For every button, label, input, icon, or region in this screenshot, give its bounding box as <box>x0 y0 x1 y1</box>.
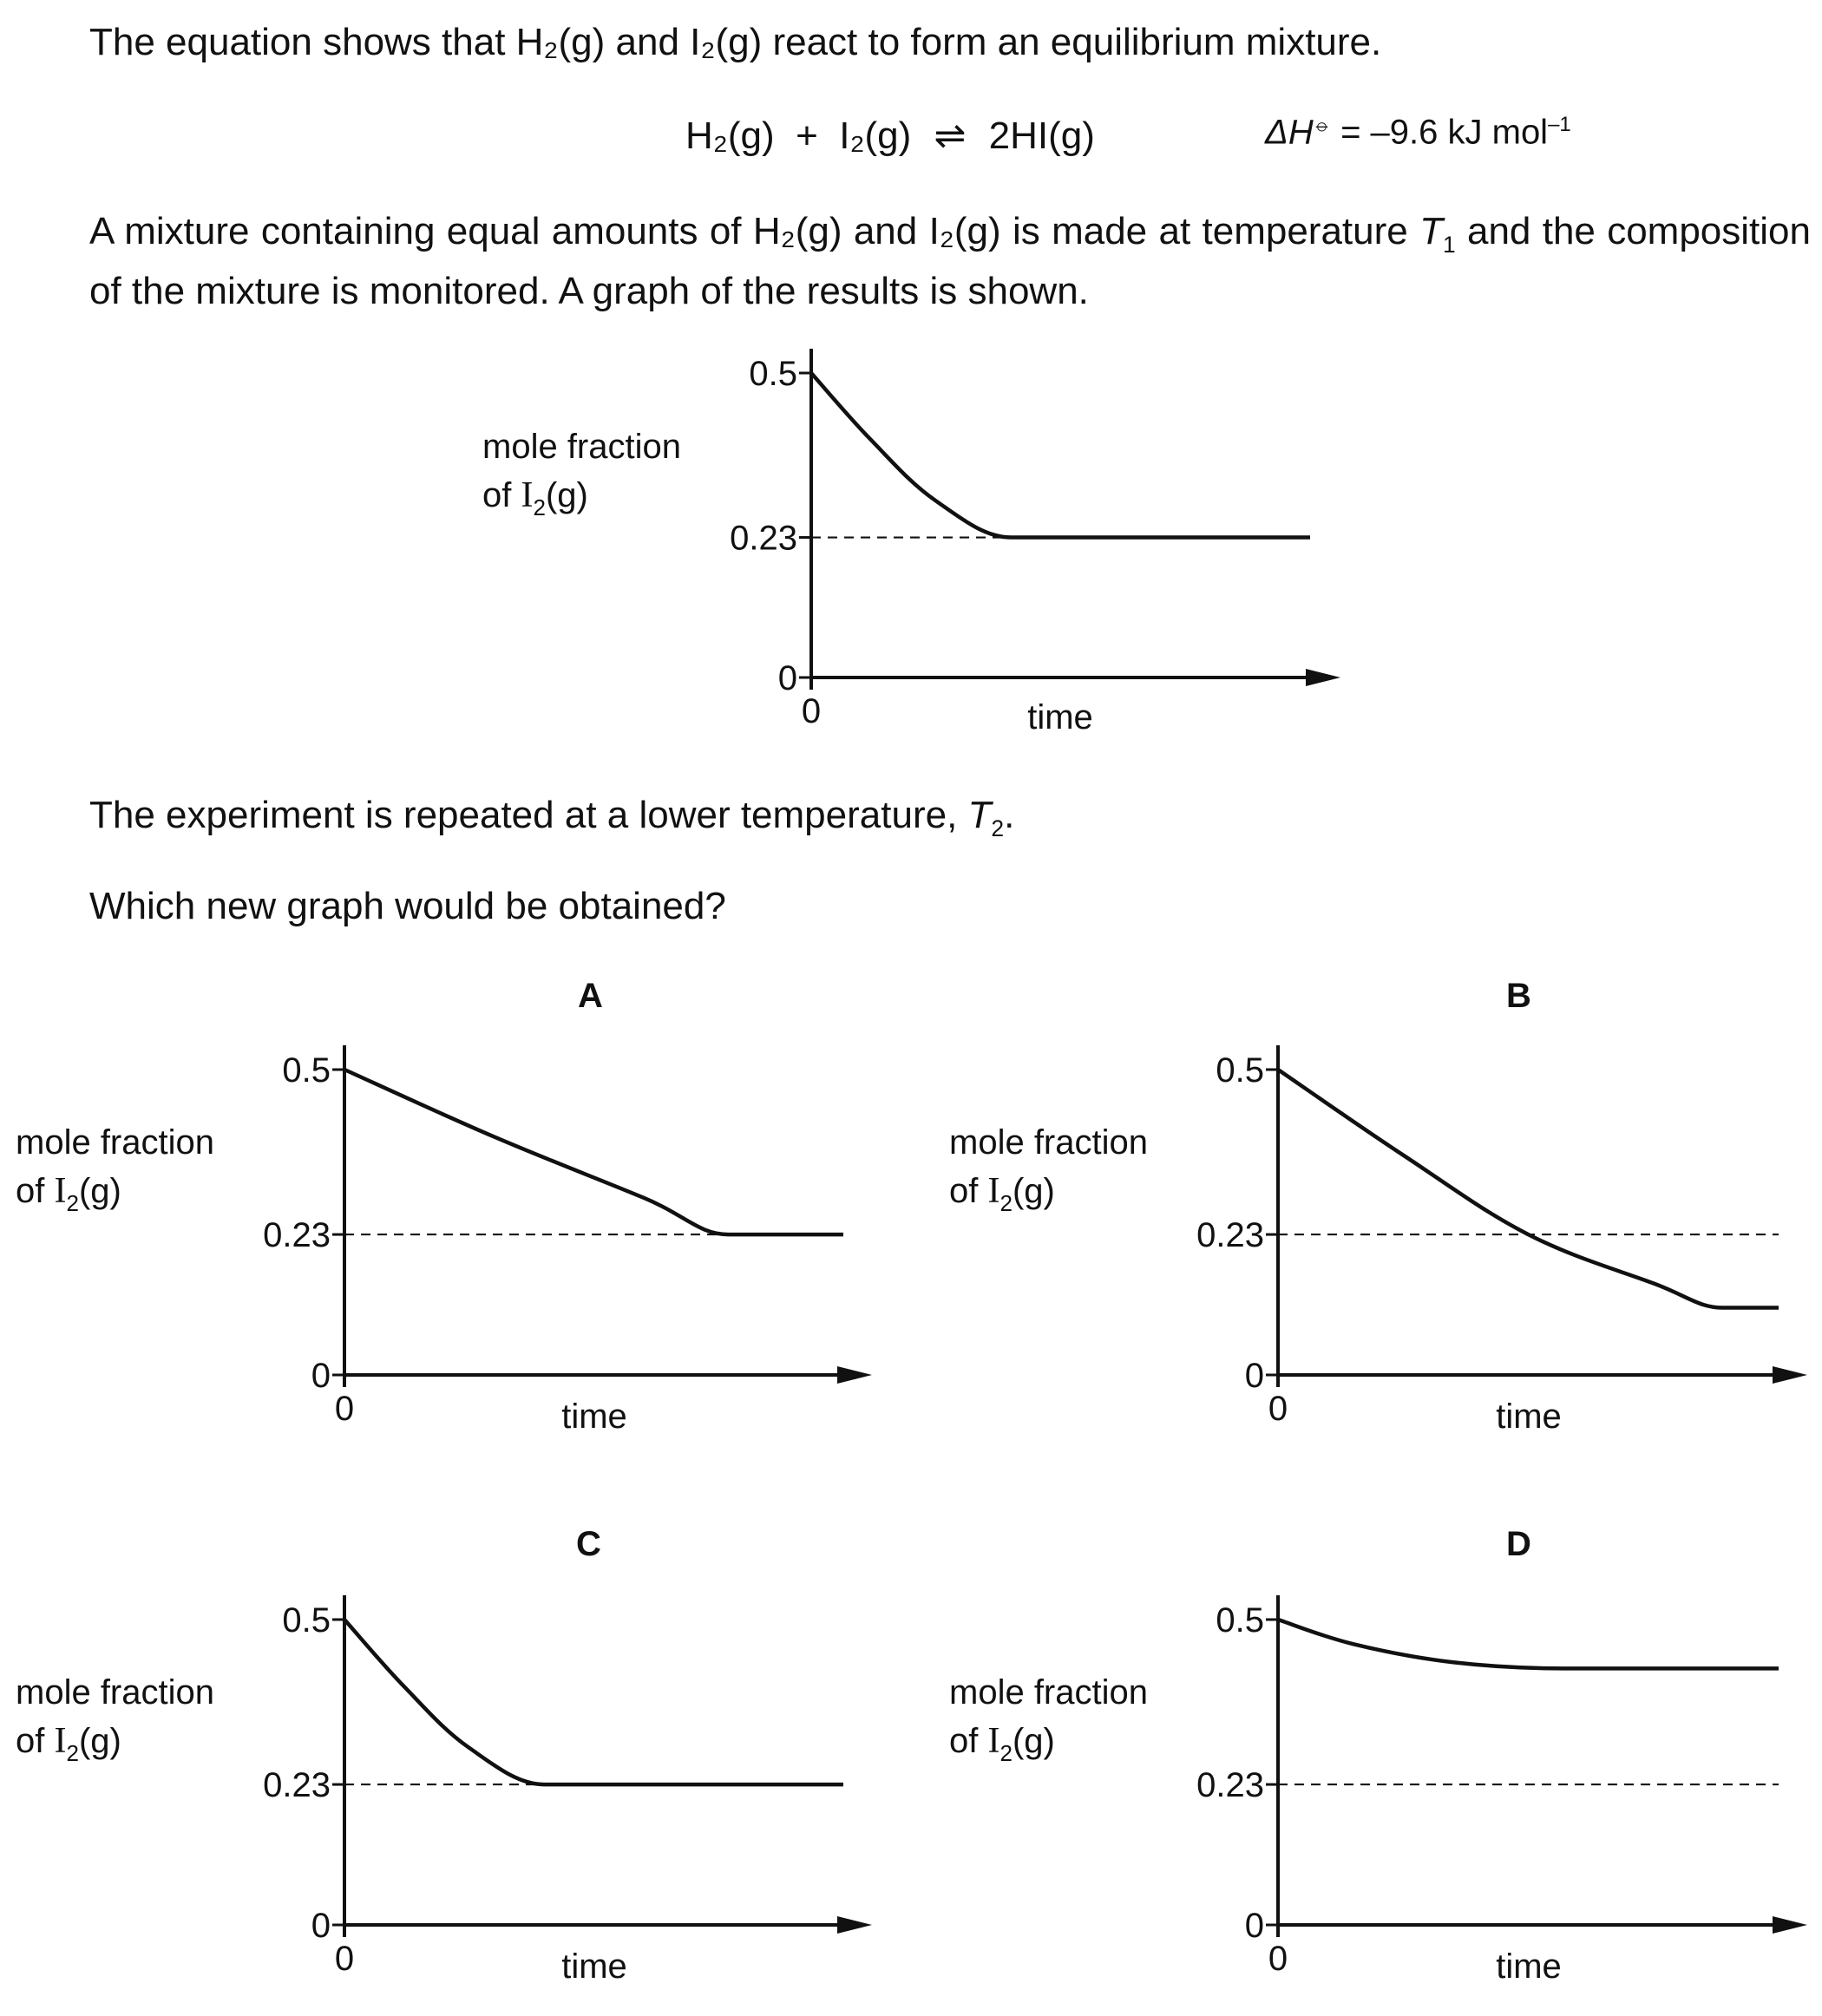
data-curve <box>1276 1068 1779 1310</box>
t2-symbol: T <box>967 794 992 836</box>
option-letter-a: A <box>578 977 603 1015</box>
enthalpy-value: = –9.6 kJ mol <box>1330 113 1549 152</box>
graph-d: 0 0.23 0.5 0 time mole fraction of I2(g) <box>949 1595 1807 1986</box>
repeat-text-end: . <box>1004 794 1015 836</box>
y-label-element: I <box>987 1721 999 1761</box>
y-tick-label: 0 <box>1245 1907 1264 1945</box>
option-letter-b: B <box>1506 977 1531 1015</box>
y-tick-label: 0.5 <box>1216 1601 1264 1640</box>
repeat-text-start: The experiment is repeated at a lower te… <box>89 794 968 836</box>
y-tick-label: 0.23 <box>1196 1766 1264 1804</box>
y-axis-label-line2: of I2(g) <box>16 1721 121 1766</box>
x-axis-arrow-icon <box>1773 1916 1807 1934</box>
y-label-prefix: of <box>482 476 521 514</box>
y-label-subscript: 2 <box>66 1190 78 1216</box>
y-label-suffix: (g) <box>546 476 588 514</box>
reaction-equation: H₂(g) + I₂(g) ⇌ 2HI(g) <box>685 113 1095 160</box>
x-origin-label: 0 <box>1268 1390 1288 1428</box>
t2-subscript: 2 <box>991 815 1005 841</box>
x-axis-label: time <box>1496 1947 1562 1986</box>
equilibrium-arrow-icon: ⇌ <box>934 115 967 157</box>
y-axis-label-line2: of I2(g) <box>949 1721 1055 1766</box>
x-axis-arrow-icon <box>1306 669 1340 686</box>
y-label-suffix: (g) <box>79 1722 121 1760</box>
y-tick-label: 0 <box>778 659 797 697</box>
data-curve <box>809 371 1310 540</box>
equation-products: 2HI(g) <box>988 115 1095 157</box>
x-origin-label: 0 <box>335 1940 354 1978</box>
question-prompt: Which new graph would be obtained? <box>89 885 726 927</box>
x-origin-label: 0 <box>1268 1940 1288 1978</box>
graph-c: 0 0.23 0.5 0 time mole fraction of I2(g) <box>16 1595 872 1986</box>
y-tick-label: 0.23 <box>1196 1216 1264 1254</box>
y-label-subscript: 2 <box>999 1190 1012 1216</box>
mixture-text-start: A mixture containing equal amounts of H₂… <box>89 210 1420 252</box>
graph-a: 0 0.23 0.5 0 time mole fraction of I2(g) <box>16 1045 872 1436</box>
y-tick-label: 0.23 <box>263 1766 331 1804</box>
y-label-suffix: (g) <box>79 1172 121 1210</box>
standard-state-symbol: ⦵ <box>1313 113 1331 136</box>
x-origin-label: 0 <box>335 1390 354 1428</box>
y-axis-label-line2: of I2(g) <box>482 475 588 520</box>
y-label-element: I <box>987 1171 999 1211</box>
y-label-element: I <box>54 1171 66 1211</box>
enthalpy-unit-exponent: –1 <box>1548 113 1571 136</box>
x-axis-label: time <box>561 1947 627 1986</box>
x-axis-arrow-icon <box>837 1366 872 1384</box>
y-label-element: I <box>521 475 533 515</box>
enthalpy-symbol: ΔH <box>1265 113 1314 152</box>
y-tick-label: 0.5 <box>749 355 797 393</box>
y-tick-label: 0.5 <box>282 1051 331 1090</box>
y-axis-label-line1: mole fraction <box>482 428 681 466</box>
x-axis-label: time <box>1027 698 1093 736</box>
y-tick-label: 0.23 <box>730 520 797 558</box>
y-label-prefix: of <box>16 1722 54 1760</box>
repeat-text: The experiment is repeated at a lower te… <box>89 792 1014 852</box>
data-curve <box>1277 1617 1779 1671</box>
y-axis-label-line1: mole fraction <box>949 1123 1148 1162</box>
equation-reactants: H₂(g) + I₂(g) <box>685 115 912 157</box>
y-label-suffix: (g) <box>1013 1172 1055 1210</box>
y-axis-label-line2: of I2(g) <box>16 1171 121 1216</box>
y-axis-label-line2: of I2(g) <box>949 1171 1055 1216</box>
y-tick-label: 0 <box>311 1357 331 1395</box>
y-label-prefix: of <box>16 1172 54 1210</box>
option-letter-d: D <box>1506 1525 1531 1563</box>
y-tick-label: 0.5 <box>1216 1051 1264 1090</box>
graph-b: 0 0.23 0.5 0 time mole fraction of I2(g) <box>949 1045 1807 1436</box>
x-axis-arrow-icon <box>1773 1366 1807 1384</box>
y-label-suffix: (g) <box>1013 1722 1055 1760</box>
y-label-subscript: 2 <box>533 494 545 520</box>
y-axis-label-line1: mole fraction <box>16 1673 214 1712</box>
y-tick-label: 0 <box>1245 1357 1264 1395</box>
mixture-text-end: and the composition of the mixture is mo… <box>89 210 1811 312</box>
x-axis-arrow-icon <box>837 1916 872 1934</box>
intro-text: The equation shows that H₂(g) and I₂(g) … <box>89 21 1382 63</box>
y-label-subscript: 2 <box>999 1740 1012 1766</box>
y-axis-label-line1: mole fraction <box>16 1123 214 1162</box>
y-label-element: I <box>54 1721 66 1761</box>
y-axis-label-line1: mole fraction <box>949 1673 1148 1712</box>
data-curve <box>344 1067 843 1237</box>
graph-given: 0 0.23 0.5 0 time mole fraction of I2(g) <box>482 349 1340 736</box>
x-origin-label: 0 <box>802 692 821 730</box>
x-axis-label: time <box>561 1397 627 1436</box>
option-letter-c: C <box>576 1525 601 1563</box>
y-label-prefix: of <box>949 1722 987 1760</box>
y-tick-label: 0.5 <box>282 1601 331 1640</box>
mixture-description: A mixture containing equal amounts of H₂… <box>89 208 1811 315</box>
y-tick-label: 0 <box>311 1907 331 1945</box>
y-label-subscript: 2 <box>66 1740 78 1766</box>
y-label-prefix: of <box>949 1172 987 1210</box>
t1-subscript: 1 <box>1442 231 1456 258</box>
enthalpy-change: ΔH⦵ = –9.6 kJ mol–1 <box>1265 113 1571 152</box>
t1-symbol: T <box>1419 210 1443 252</box>
x-axis-label: time <box>1496 1397 1562 1436</box>
y-tick-label: 0.23 <box>263 1216 331 1254</box>
data-curve <box>343 1618 843 1787</box>
